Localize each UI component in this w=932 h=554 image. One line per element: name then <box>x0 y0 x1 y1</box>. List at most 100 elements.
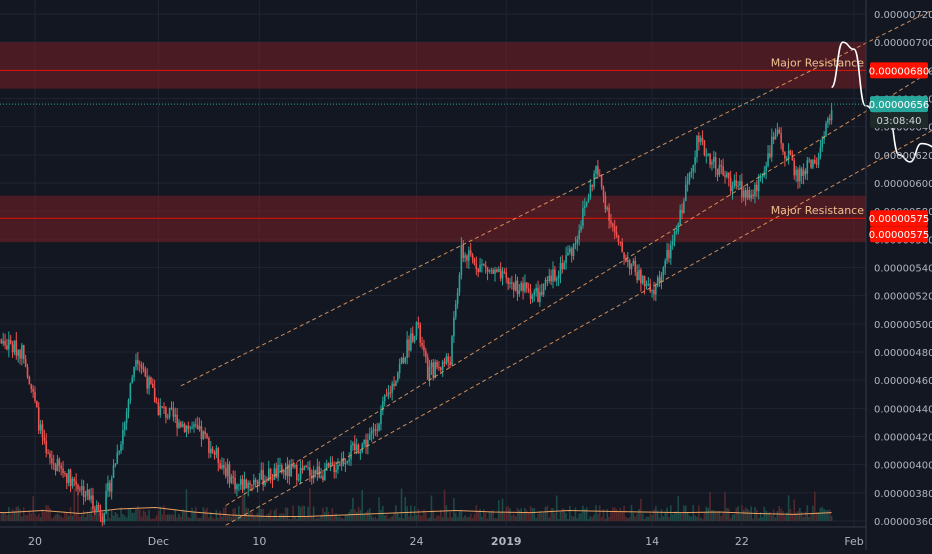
candle-body <box>615 232 618 236</box>
volume-bar <box>630 505 633 521</box>
volume-bar <box>780 508 782 521</box>
volume-bar <box>800 511 803 521</box>
volume-bar <box>191 507 193 521</box>
candle-body <box>329 462 332 466</box>
volume-bar <box>305 516 307 521</box>
volume-bar <box>95 512 98 521</box>
volume-bar <box>269 509 272 521</box>
candle-body <box>75 481 77 485</box>
volume-bar <box>144 511 147 521</box>
volume-bar <box>211 517 214 521</box>
candle-body <box>529 291 532 299</box>
candle-body <box>71 478 74 486</box>
volume-bar <box>438 515 440 521</box>
y-tick-label: 0.00000360 <box>874 517 932 528</box>
volume-bar <box>168 514 171 521</box>
volume-bar <box>26 514 29 521</box>
candle-body <box>454 303 457 317</box>
volume-bar <box>640 498 642 521</box>
candle-body <box>320 476 322 478</box>
volume-bar <box>30 513 33 521</box>
candle-body <box>447 356 450 363</box>
volume-bar <box>21 516 23 521</box>
candle-body <box>494 269 496 274</box>
candle-body <box>789 150 792 155</box>
volume-bar <box>189 518 192 521</box>
candle-body <box>686 180 689 185</box>
candle-body <box>88 489 91 500</box>
candle-body <box>49 453 51 459</box>
volume-bar <box>565 513 567 521</box>
volume-bar <box>54 514 57 521</box>
volume-bar <box>114 512 117 521</box>
candle-body <box>613 226 616 233</box>
volume-bar <box>707 507 709 521</box>
volume-bar <box>548 517 551 521</box>
candle-body <box>230 476 233 483</box>
candle-body <box>583 205 586 208</box>
candle-body <box>737 185 739 187</box>
candle-body <box>84 495 87 497</box>
candle-body <box>256 482 259 485</box>
volume-bar <box>726 508 728 521</box>
volume-bars <box>0 488 833 521</box>
candle-body <box>473 258 476 265</box>
candle-body <box>769 153 771 158</box>
candle-body <box>679 209 681 225</box>
candle-body <box>632 260 635 264</box>
volume-bar <box>828 509 831 521</box>
candle-body <box>436 362 438 368</box>
volume-bar <box>557 518 560 521</box>
current-price-tag-bg <box>870 96 928 113</box>
volume-bar <box>353 509 356 521</box>
candle-body <box>13 340 16 353</box>
candle-body <box>123 423 126 430</box>
candle-body <box>641 276 644 284</box>
candle-body <box>262 470 264 486</box>
candle-body <box>626 260 629 262</box>
candle-body <box>802 170 805 177</box>
volume-bar <box>797 510 799 521</box>
volume-bar <box>282 514 285 521</box>
volume-bar <box>376 518 379 521</box>
candle-body <box>445 356 448 364</box>
y-tick-label: 0.00000520 <box>874 292 932 303</box>
volume-bar <box>357 506 360 521</box>
candle-body <box>651 289 653 292</box>
volume-bar <box>808 516 810 521</box>
candle-body <box>118 451 120 453</box>
candle-body <box>522 283 524 292</box>
volume-bar <box>153 518 156 521</box>
candle-body <box>217 448 220 464</box>
volume-bar <box>271 517 274 521</box>
volume-bar <box>714 511 717 521</box>
volume-bar <box>754 507 756 521</box>
y-tick-label: 0.00000400 <box>874 461 932 472</box>
resistance-price-tag: 0.00000680 <box>869 66 929 77</box>
candle-body <box>759 175 762 179</box>
volume-bar <box>110 510 113 521</box>
volume-bar <box>443 489 446 521</box>
volume-bar <box>34 513 36 521</box>
candle-body <box>172 408 175 417</box>
volume-bar <box>314 518 317 521</box>
volume-bar <box>699 517 702 521</box>
candle-body <box>576 239 579 244</box>
candle-body <box>767 153 769 166</box>
volume-bar <box>60 516 62 521</box>
candle-body <box>406 339 408 358</box>
volume-bar <box>653 509 655 521</box>
candle-body <box>548 275 551 282</box>
candle-body <box>821 139 824 148</box>
volume-bar <box>785 512 788 521</box>
candle-body <box>340 458 343 466</box>
candle-body <box>166 416 169 418</box>
candle-body <box>711 162 713 165</box>
candle-body <box>17 350 19 356</box>
candle-body <box>148 377 150 389</box>
candle-body <box>333 464 335 472</box>
volume-bar <box>542 512 545 521</box>
volume-bar <box>80 515 83 521</box>
candle-body <box>623 252 625 259</box>
volume-bar <box>180 516 182 521</box>
